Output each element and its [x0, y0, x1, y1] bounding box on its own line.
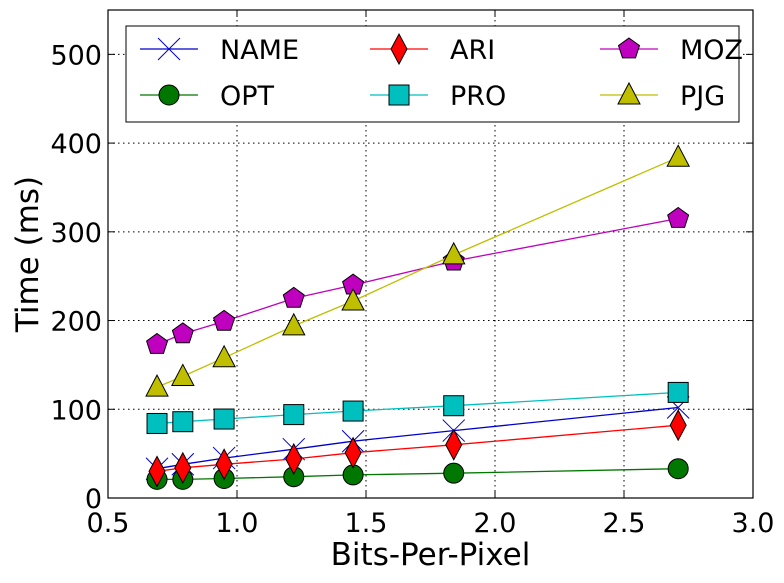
series-ari — [148, 409, 687, 488]
series-line-opt — [157, 468, 679, 481]
data-point-ari — [148, 455, 166, 488]
legend-marker-moz — [617, 37, 641, 59]
data-point-pjg — [145, 374, 169, 397]
y-tick-label: 500 — [50, 40, 102, 71]
x-tick-label: 2.5 — [603, 508, 646, 539]
legend-marker-pro — [388, 84, 410, 106]
legend-entry-name: NAME — [140, 35, 299, 66]
plot-area-frame — [107, 9, 754, 499]
data-point-pro — [146, 412, 168, 434]
legend-marker-opt — [158, 84, 180, 106]
data-point-pro — [172, 411, 194, 433]
data-point-moz — [213, 309, 236, 331]
data-point-pro — [213, 408, 235, 430]
legend-label-moz: MOZ — [680, 35, 743, 66]
series-pro — [146, 381, 689, 434]
data-point-pjg — [341, 287, 365, 311]
legend-label-pjg: PJG — [680, 81, 725, 112]
y-axis-title: Time (ms) — [10, 176, 46, 333]
data-point-opt — [667, 458, 689, 480]
data-point-ari — [215, 448, 233, 481]
legend-entry-ari: ARI — [370, 32, 495, 66]
legend-marker-ari — [390, 32, 408, 66]
series-pjg — [145, 144, 691, 397]
x-axis-title: Bits-Per-Pixel — [331, 537, 531, 573]
data-point-pro — [342, 400, 364, 422]
data-point-ari — [445, 428, 463, 461]
data-point-pjg — [666, 144, 691, 167]
data-point-pjg — [170, 363, 195, 386]
y-tick-label: 200 — [50, 307, 102, 338]
data-point-pro — [667, 381, 689, 403]
y-tick-label: 0 — [85, 484, 102, 515]
data-point-ari — [344, 436, 362, 469]
series-line-ari — [156, 424, 679, 473]
x-tick-label: 1.5 — [345, 508, 388, 539]
y-tick-label: 300 — [50, 218, 102, 249]
data-point-moz — [146, 332, 169, 354]
series-line-moz — [156, 217, 679, 346]
series-line-pjg — [156, 156, 679, 388]
data-point-pjg — [441, 241, 466, 265]
series-line-pro — [156, 391, 679, 425]
legend-label-ari: ARI — [450, 35, 495, 66]
x-tick-label: 1.0 — [216, 508, 259, 539]
legend-entry-moz: MOZ — [600, 35, 743, 66]
data-point-ari — [669, 409, 687, 442]
legend-box — [125, 25, 740, 123]
legend-marker-pjg — [617, 81, 641, 105]
legend: NAME OPT ARI PRO MOZ PJG — [125, 25, 743, 123]
data-point-pjg — [212, 344, 236, 368]
legend-label-pro: PRO — [450, 81, 506, 112]
tick-label-layer: 0.5 1.0 1.5 2.0 2.5 3.0 0 100 200 300 400 500 — [50, 40, 774, 539]
legend-label-name: NAME — [220, 35, 299, 66]
data-point-pro — [283, 404, 305, 426]
legend-entry-opt: OPT — [140, 81, 275, 112]
y-tick-label: 100 — [50, 395, 102, 426]
data-point-pjg — [281, 312, 306, 336]
x-tick-label: 2.0 — [474, 508, 517, 539]
legend-entry-pjg: PJG — [600, 81, 725, 112]
series-line-name — [156, 406, 679, 470]
data-point-opt — [443, 462, 465, 484]
x-tick-label: 3.0 — [732, 508, 775, 539]
legend-marker-name — [157, 37, 181, 61]
series-layer — [145, 144, 691, 490]
y-tick-label: 400 — [50, 129, 102, 160]
series-moz — [146, 206, 690, 354]
data-point-moz — [171, 322, 194, 344]
x-tick-label: 0.5 — [87, 508, 130, 539]
data-point-pro — [443, 395, 465, 417]
legend-label-opt: OPT — [220, 81, 275, 112]
data-point-moz — [282, 286, 305, 308]
data-point-ari — [285, 442, 303, 476]
data-point-moz — [667, 206, 690, 228]
legend-entry-pro: PRO — [370, 81, 506, 112]
tick-layer — [107, 10, 754, 499]
data-point-ari — [174, 451, 192, 484]
